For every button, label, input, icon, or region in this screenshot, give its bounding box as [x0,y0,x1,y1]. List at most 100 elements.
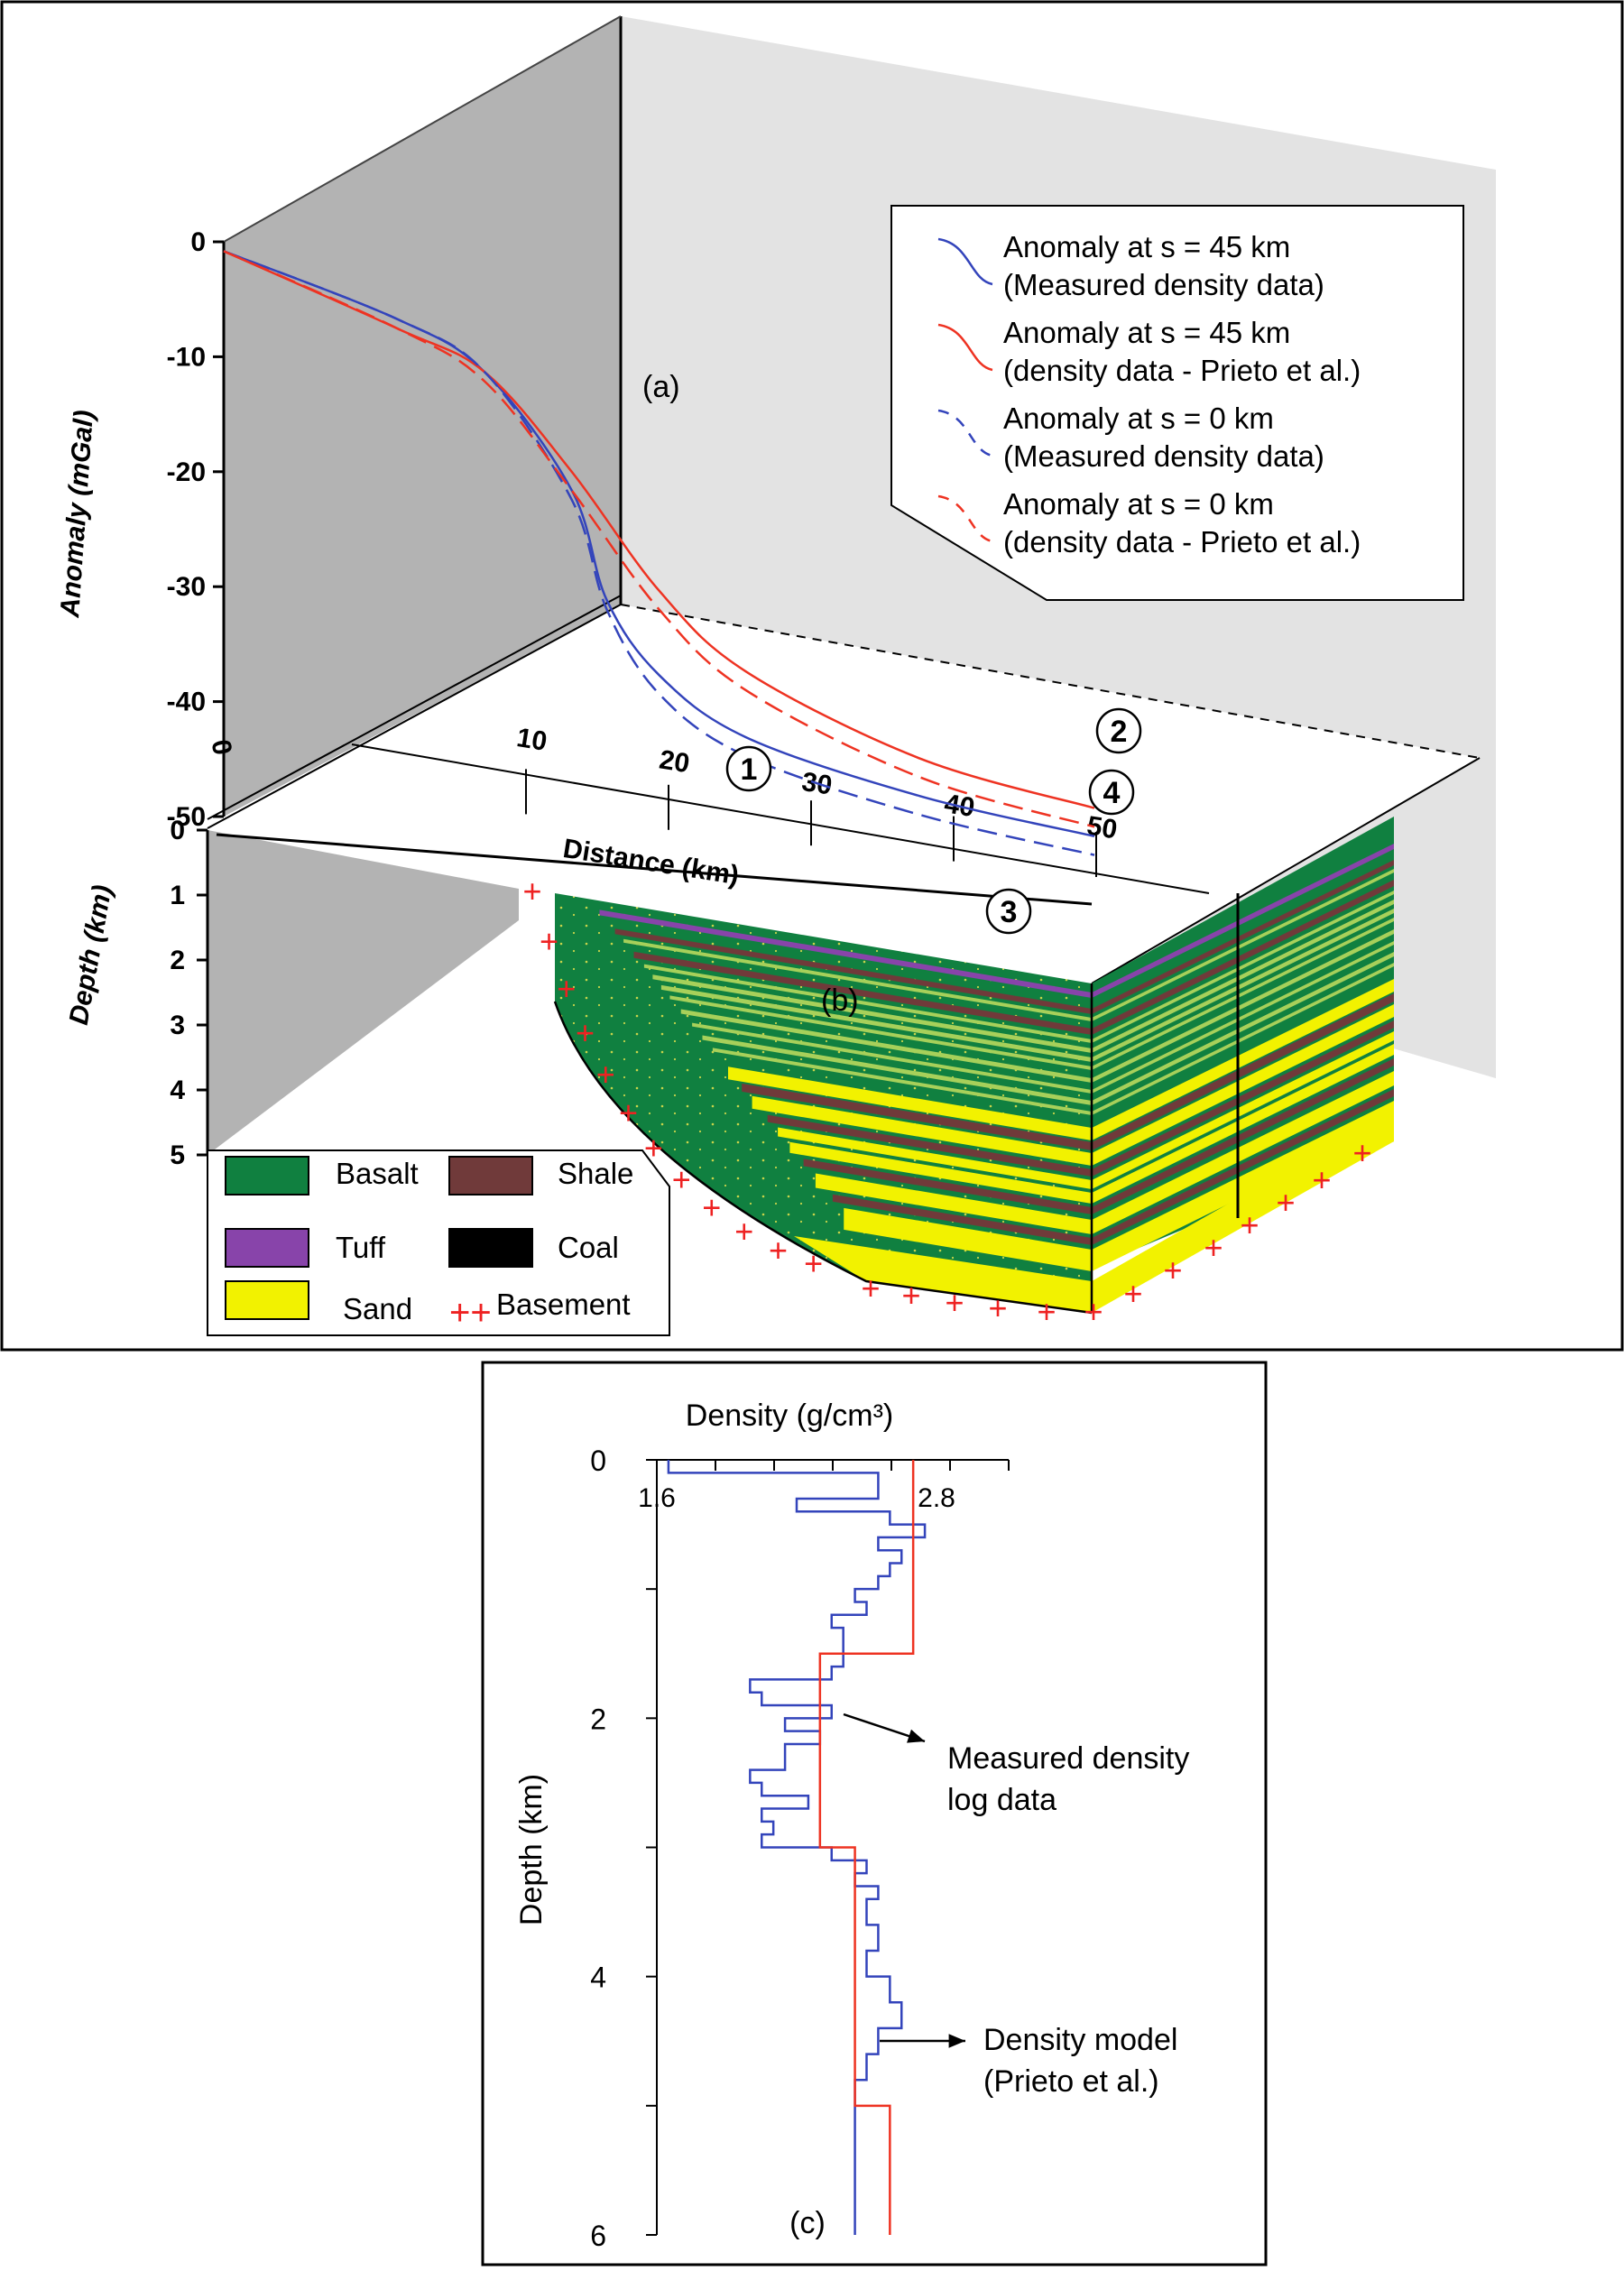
panel-c-annotation-line2: log data [947,1783,1057,1817]
legend-b-label: Basalt [336,1157,419,1190]
distance-tick-label: 50 [1084,811,1119,845]
panel-c: 1.6 2.8 0 2 4 6 Measured density log data Densit… [590,1445,1189,2252]
basement-mark: + [901,1277,920,1314]
depth-tick-label: 1 [170,881,185,910]
legend-b-swatch [448,1228,533,1268]
legend-b-label: Basement [496,1288,631,1321]
anomaly-tick-label: -40 [167,688,206,717]
legend-a-line1: Anomaly at s = 45 km [1003,230,1290,263]
geology-layer [712,963,1394,1115]
panel-c-x-tick-label: 1.6 [638,1483,676,1513]
curve-label-text: 4 [1103,776,1121,810]
legend-a-swatch [937,323,993,372]
curve-label-text: 3 [1001,895,1018,929]
legend-b-marker: ++ [449,1293,492,1333]
legend-a-line2: (Measured density data) [1003,439,1324,473]
panel-c-annotation-line1: Density model [983,2023,1177,2057]
anomaly-tick-label: -10 [167,342,206,372]
legend-b-label: Shale [558,1157,633,1190]
basement-mark: + [672,1161,691,1198]
basement-mark: + [644,1129,663,1166]
basement-mark: + [1240,1206,1259,1243]
depth-tick-label: 5 [170,1140,185,1170]
legend-a-swatch [937,409,993,457]
basement-mark: + [988,1289,1007,1326]
panel-c-annotation-line1: Measured density [947,1741,1189,1776]
left-wall-depth [208,830,519,1155]
geology-layer [692,941,1394,1094]
panel-c-arrow-head [948,2034,965,2048]
panel-c-ylabel: Depth (km) [514,1774,549,1925]
left-wall-edge [223,15,622,243]
depth-tick-label: 2 [170,946,185,975]
basement-mark: + [557,970,576,1007]
legend-a-line1: Anomaly at s = 45 km [1003,316,1290,349]
legend-a: Anomaly at s = 45 km (Measured density da… [937,230,1361,559]
basement-mark: + [522,872,541,909]
anomaly-curve [223,250,1095,856]
distance-back-edge [351,743,1210,894]
legend-b-swatch [448,1156,533,1196]
floor-left-edge-2 [207,604,622,829]
back-wall-lower [1394,817,1496,1078]
legend-a-box [890,205,1464,601]
legend-a-line2: (density data - Prieto et al.) [1003,354,1361,387]
legend-b-label: Sand [343,1292,412,1325]
distance-axis [216,833,1093,906]
basement-mark: + [734,1213,753,1250]
basement-mark: + [1312,1161,1331,1198]
legend-b-label: Tuff [336,1231,386,1264]
depth-tick-label: 0 [170,816,185,845]
left-wall [224,16,621,817]
depth-tick-label: 3 [170,1011,185,1040]
panel-c-xlabel: Density (g/cm³) [686,1399,893,1433]
panel-c-frame [481,1361,1268,2266]
panel-c-y-tick-label: 0 [590,1445,606,1477]
legend-b-swatch [225,1228,309,1268]
geology-layer [652,900,1394,1053]
panel-label-b: (b) [821,983,859,1018]
anomaly-tick-label: -20 [167,457,206,487]
legend-b: Basalt Shale Tuff Coal Sand ++ Basement [225,1156,633,1333]
panel-c-x-tick-label: 2.8 [918,1483,955,1513]
panel-label-a: (a) [642,370,680,404]
block-base-outline [553,1001,1093,1315]
legend-a-swatch [937,237,993,286]
curve-labels: 1 2 3 4 [725,707,1142,935]
anomaly-tick-label: -50 [167,802,206,832]
anomaly-curve [223,250,1095,828]
panel-c-y-tick-label: 4 [590,1962,606,1994]
depth-ticks: 0 1 2 3 4 5 [170,816,208,1170]
basement-marks: +++++++++++ ++ + + + + + +++++++ [522,872,1371,1330]
legend-b-box [207,1149,670,1336]
legend-b-swatch [225,1280,309,1320]
basement-mark: + [702,1188,721,1225]
curve-label-circle [725,745,772,792]
basement-mark: + [945,1284,964,1321]
curve-label-text: 2 [1111,715,1128,749]
curve-label-circle [1088,769,1135,816]
basement-mark: + [1163,1251,1182,1288]
panel-c-series [818,1460,915,2235]
distance-tick-label: 0 [206,737,237,757]
anomaly-curves [223,250,1095,856]
legend-b-label: Coal [558,1231,619,1264]
basement-mark: + [804,1245,823,1282]
curve-label-text: 1 [741,752,758,787]
basement-mark: + [1352,1134,1371,1171]
geology-layer [844,1101,1394,1271]
geology-layer [702,952,1394,1105]
basement-mark: + [596,1056,615,1093]
basement-mark: + [769,1232,788,1269]
depth-tick-label: 4 [170,1075,185,1105]
basement-mark: + [619,1094,638,1131]
basement-mark: + [1084,1293,1103,1330]
basement-mark: + [576,1014,595,1051]
panel-c-y-tick-label: 6 [590,2220,606,2252]
floor-plane [208,605,1480,983]
distance-tick-label: 20 [657,745,691,780]
panel-c-label: (c) [789,2206,826,2240]
geology-layer [643,891,1394,1043]
panel-c-arrow-head [907,1729,925,1743]
basement-mark: + [1204,1229,1223,1266]
